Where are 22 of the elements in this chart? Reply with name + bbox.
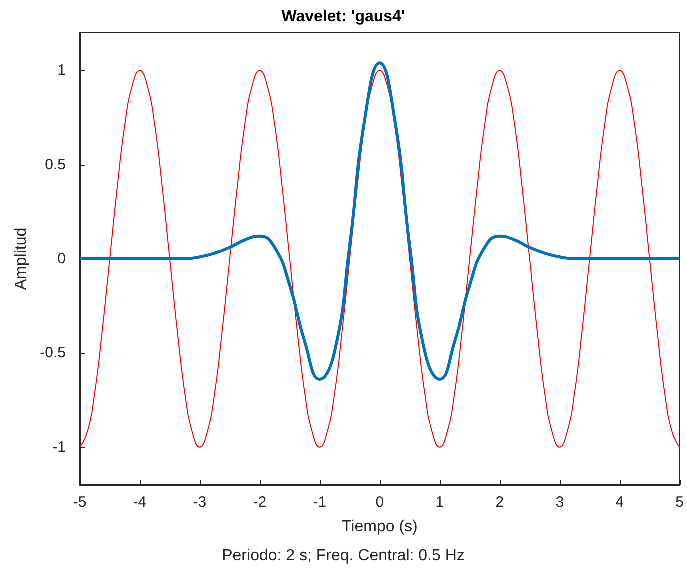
- y-axis-title: Amplitud: [12, 228, 30, 290]
- y-tick-label: 1: [58, 62, 66, 80]
- x-tick-label: -1: [313, 494, 327, 511]
- x-tick-label: 3: [556, 494, 564, 511]
- x-axis-title: Tiempo (s): [342, 518, 418, 536]
- y-tick-label: -0.5: [40, 344, 66, 362]
- line-series: [78, 62, 682, 382]
- chart-title: Wavelet: 'gaus4': [282, 8, 406, 26]
- x-tick-label: -3: [193, 494, 207, 511]
- y-tick-label: -1: [52, 438, 66, 456]
- x-tick-label: 5: [676, 494, 684, 511]
- text: Periodo: 2 s; Freq. Central: 0.5 Hz: [222, 548, 465, 564]
- x-tick-label: -2: [253, 494, 267, 511]
- x-tick-label: 4: [616, 494, 624, 511]
- x-tick-label: -5: [73, 494, 87, 511]
- x-tick-label: 0: [376, 494, 384, 511]
- x-tick-label: 2: [496, 494, 504, 511]
- x-tick-label: 1: [436, 494, 444, 511]
- line-series: [80, 70, 680, 448]
- y-tick-label: 0.5: [45, 156, 66, 174]
- y-tick-label: 0: [58, 250, 66, 268]
- x-tick-label: -4: [133, 494, 147, 511]
